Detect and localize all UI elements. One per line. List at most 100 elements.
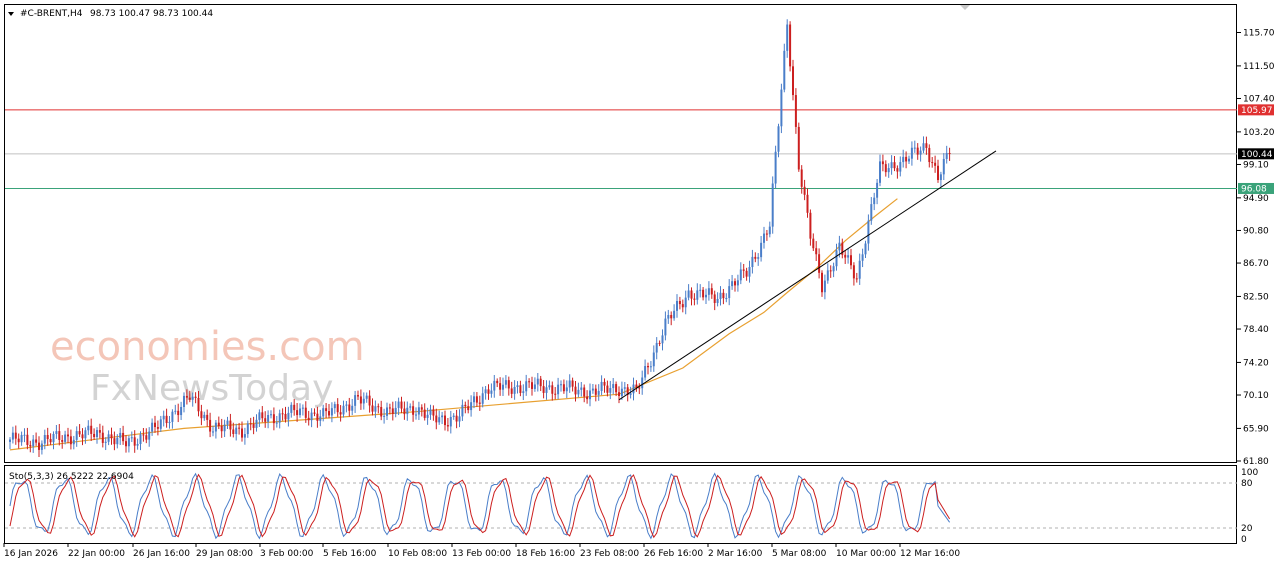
bear-candle	[850, 255, 852, 266]
bull-candle	[243, 434, 246, 438]
bear-candle	[357, 395, 359, 397]
bull-candle	[768, 226, 771, 235]
time-tick-label: 10 Mar 00:00	[836, 549, 896, 559]
bull-candle	[655, 342, 658, 353]
bear-candle	[934, 162, 937, 166]
price-tick-label: 78.40	[1243, 325, 1269, 335]
bull-candle	[441, 415, 444, 418]
trendline-group	[618, 150, 997, 401]
bear-candle	[647, 366, 649, 368]
bear-candle	[745, 270, 748, 277]
bull-candle	[130, 437, 133, 439]
bull-candle	[612, 384, 615, 389]
bull-candle	[333, 404, 336, 409]
bear-candle	[852, 265, 855, 279]
bear-candle	[339, 412, 342, 415]
bull-candle	[183, 395, 185, 407]
bear-candle	[69, 436, 72, 445]
bull-candle	[275, 422, 278, 424]
bull-candle	[600, 381, 603, 391]
collapse-arrow-icon[interactable]	[8, 12, 14, 16]
bear-candle	[423, 409, 426, 418]
bear-candle	[403, 408, 406, 415]
bull-candle	[705, 294, 707, 298]
bull-candle	[461, 404, 464, 417]
bull-candle	[736, 280, 739, 286]
bear-candle	[800, 169, 803, 187]
bear-candle	[359, 396, 362, 404]
bull-candle	[342, 405, 345, 415]
shift-marker-icon[interactable]	[960, 5, 970, 10]
bull-candle	[786, 24, 789, 51]
bull-candle	[516, 385, 519, 387]
bull-candle	[673, 310, 676, 319]
bear-candle	[391, 408, 394, 414]
time-tick-label: 23 Feb 08:00	[580, 549, 639, 559]
ohlc-readout: 98.73 100.47 98.73 100.44	[90, 9, 213, 19]
price-tick-label: 82.50	[1243, 292, 1269, 302]
bear-candle	[93, 433, 96, 438]
price-tick-label: 111.50	[1243, 62, 1275, 72]
bull-candle	[127, 438, 130, 447]
bull-candle	[910, 147, 913, 159]
bear-candle	[893, 162, 896, 169]
bear-candle	[446, 425, 449, 427]
bear-candle	[252, 424, 255, 428]
time-tick-label: 16 Jan 2026	[4, 549, 58, 559]
bull-candle	[426, 414, 429, 418]
bear-candle	[635, 384, 638, 388]
bear-candle	[377, 406, 380, 408]
bull-candle	[661, 335, 664, 344]
bull-candle	[104, 441, 107, 443]
bull-candle	[832, 266, 835, 272]
bear-candle	[789, 24, 792, 67]
current-price-tag: 100.44	[1238, 148, 1274, 160]
price-tick-label: 86.70	[1243, 259, 1269, 269]
bear-candle	[209, 419, 212, 432]
bull-candle	[725, 298, 728, 300]
time-tick-label: 18 Feb 16:00	[516, 549, 575, 559]
bear-candle	[61, 440, 64, 442]
bull-candle	[319, 416, 322, 421]
bull-candle	[136, 444, 139, 446]
bear-candle	[806, 194, 809, 213]
bull-candle	[913, 147, 916, 149]
bear-candle	[815, 248, 818, 255]
bull-candle	[771, 183, 774, 227]
bull-candle	[565, 387, 568, 392]
bear-candle	[734, 281, 736, 286]
bear-candle	[400, 401, 403, 409]
price-tick-label: 99.10	[1243, 160, 1269, 170]
bull-candle	[838, 242, 841, 251]
support-tag-bg	[1238, 182, 1274, 194]
watermark-fxnewstoday: FxNewsToday	[90, 368, 333, 409]
bear-candle	[145, 435, 148, 440]
bull-candle	[823, 280, 826, 293]
bull-candle	[55, 431, 58, 434]
bull-candle	[719, 292, 722, 299]
bull-candle	[867, 220, 870, 244]
bull-candle	[409, 406, 412, 408]
bull-candle	[374, 406, 377, 412]
bear-candle	[855, 278, 858, 280]
bear-candle	[29, 444, 32, 447]
bull-candle	[287, 412, 290, 420]
bull-candle	[577, 389, 580, 395]
bull-candle	[696, 290, 699, 300]
price-tick-label: 103.20	[1243, 128, 1275, 138]
bear-candle	[925, 143, 928, 148]
bull-candle	[449, 416, 452, 427]
bear-candle	[670, 314, 673, 319]
bull-candle	[557, 384, 560, 395]
bear-candle	[487, 389, 490, 394]
time-tick-label: 5 Feb 16:00	[323, 549, 377, 559]
bull-candle	[87, 425, 90, 431]
bear-candle	[693, 298, 696, 300]
bull-candle	[777, 126, 780, 152]
bull-candle	[652, 352, 655, 367]
bull-candle	[258, 412, 261, 420]
support-price-tag: 96.08	[1238, 182, 1274, 194]
bull-candle	[223, 424, 226, 432]
